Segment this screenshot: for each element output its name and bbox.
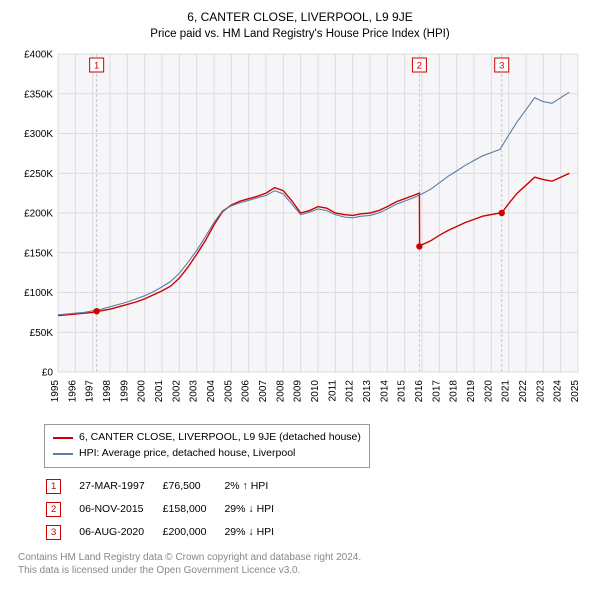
legend-row-property: 6, CANTER CLOSE, LIVERPOOL, L9 9JE (deta…	[53, 430, 361, 446]
svg-text:1: 1	[94, 61, 99, 72]
sale-price: £76,500	[163, 476, 223, 497]
svg-text:2001: 2001	[154, 380, 165, 403]
svg-text:2006: 2006	[241, 380, 252, 403]
legend-swatch-property	[53, 437, 73, 439]
svg-text:1999: 1999	[119, 380, 130, 403]
svg-text:2025: 2025	[570, 380, 581, 403]
sale-pct-vs-hpi: 29% ↓ HPI	[224, 522, 290, 543]
svg-text:£300K: £300K	[24, 129, 53, 140]
svg-text:1997: 1997	[85, 380, 96, 403]
svg-text:£400K: £400K	[24, 50, 53, 61]
sale-date: 27-MAR-1997	[79, 476, 160, 497]
svg-text:£200K: £200K	[24, 209, 53, 220]
sale-date: 06-AUG-2020	[79, 522, 160, 543]
sale-price: £158,000	[163, 499, 223, 520]
svg-text:2018: 2018	[449, 380, 460, 403]
legend: 6, CANTER CLOSE, LIVERPOOL, L9 9JE (deta…	[44, 424, 370, 468]
marker-badge: 2	[46, 502, 61, 517]
svg-text:2014: 2014	[379, 380, 390, 403]
svg-text:1995: 1995	[50, 380, 61, 403]
svg-text:2019: 2019	[466, 380, 477, 403]
marker-badge: 3	[46, 525, 61, 540]
svg-text:2: 2	[417, 61, 422, 72]
svg-text:2020: 2020	[483, 380, 494, 403]
svg-text:2010: 2010	[310, 380, 321, 403]
svg-text:£150K: £150K	[24, 248, 53, 259]
svg-text:£250K: £250K	[24, 169, 53, 180]
svg-text:2005: 2005	[223, 380, 234, 403]
legend-label-hpi: HPI: Average price, detached house, Live…	[79, 446, 295, 462]
legend-swatch-hpi	[53, 453, 73, 455]
svg-text:2021: 2021	[501, 380, 512, 403]
svg-text:2022: 2022	[518, 380, 529, 403]
sales-row: 1 27-MAR-1997£76,5002% ↑ HPI	[46, 476, 290, 497]
sale-pct-vs-hpi: 29% ↓ HPI	[224, 499, 290, 520]
svg-text:2012: 2012	[345, 380, 356, 403]
svg-text:£350K: £350K	[24, 89, 53, 100]
footer-attribution: Contains HM Land Registry data © Crown c…	[18, 551, 586, 577]
svg-text:2000: 2000	[137, 380, 148, 403]
svg-text:2015: 2015	[397, 380, 408, 403]
chart-subtitle: Price paid vs. HM Land Registry's House …	[14, 28, 586, 40]
svg-text:1998: 1998	[102, 380, 113, 403]
sale-pct-vs-hpi: 2% ↑ HPI	[224, 476, 290, 497]
svg-text:2017: 2017	[431, 380, 442, 403]
svg-text:2024: 2024	[553, 380, 564, 403]
sales-row: 2 06-NOV-2015£158,00029% ↓ HPI	[46, 499, 290, 520]
chart-title: 6, CANTER CLOSE, LIVERPOOL, L9 9JE	[14, 10, 586, 24]
svg-text:2023: 2023	[535, 380, 546, 403]
svg-text:£100K: £100K	[24, 288, 53, 299]
sale-date: 06-NOV-2015	[79, 499, 160, 520]
svg-text:£50K: £50K	[30, 328, 54, 339]
svg-text:2013: 2013	[362, 380, 373, 403]
footer-line-2: This data is licensed under the Open Gov…	[18, 564, 586, 577]
sale-price: £200,000	[163, 522, 223, 543]
svg-text:£0: £0	[42, 368, 54, 379]
svg-text:2002: 2002	[171, 380, 182, 403]
legend-label-property: 6, CANTER CLOSE, LIVERPOOL, L9 9JE (deta…	[79, 430, 361, 446]
svg-text:2009: 2009	[293, 380, 304, 403]
chart-container: 6, CANTER CLOSE, LIVERPOOL, L9 9JE Price…	[0, 0, 600, 590]
footer-line-1: Contains HM Land Registry data © Crown c…	[18, 551, 586, 564]
svg-text:2004: 2004	[206, 380, 217, 403]
legend-row-hpi: HPI: Average price, detached house, Live…	[53, 446, 361, 462]
svg-text:1996: 1996	[67, 380, 78, 403]
chart-area: £0 £50K £100K £150K £200K £250K £300K £350K £400…	[14, 48, 586, 418]
svg-text:2007: 2007	[258, 380, 269, 403]
svg-text:2011: 2011	[327, 380, 338, 402]
svg-text:3: 3	[499, 61, 504, 72]
sales-table: 1 27-MAR-1997£76,5002% ↑ HPI 2 06-NOV-2015£…	[44, 474, 292, 545]
marker-badge: 1	[46, 479, 61, 494]
line-chart-svg: £0 £50K £100K £150K £200K £250K £300K £350K £400…	[14, 48, 586, 418]
svg-text:2016: 2016	[414, 380, 425, 403]
sales-row: 3 06-AUG-2020£200,00029% ↓ HPI	[46, 522, 290, 543]
svg-text:2008: 2008	[275, 380, 286, 403]
svg-text:2003: 2003	[189, 380, 200, 403]
